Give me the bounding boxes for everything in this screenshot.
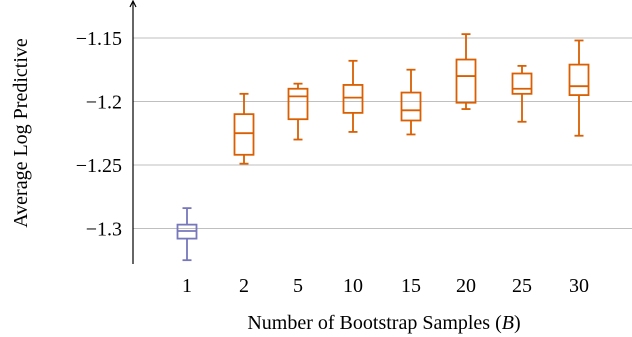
box-body <box>568 63 590 96</box>
y-tick-label: −1.2 <box>86 91 122 113</box>
box-body <box>233 113 255 156</box>
box-30 <box>568 39 590 137</box>
x-tick-label: 2 <box>239 275 249 297</box>
x-tick-label: 15 <box>401 275 421 297</box>
box-5 <box>287 82 309 141</box>
box-body <box>511 72 533 95</box>
x-tick-label: 10 <box>343 275 363 297</box>
x-axis-title: Number of Bootstrap Samples (B) <box>247 312 520 334</box>
x-axis-title-variable: B <box>502 312 514 334</box>
box-15 <box>400 68 422 136</box>
axes <box>129 0 137 264</box>
box-2 <box>233 92 255 165</box>
x-tick-label: 25 <box>512 275 532 297</box>
y-axis-arrow-icon <box>129 0 137 8</box>
box-10 <box>342 59 364 133</box>
y-tick-label: −1.3 <box>86 218 122 240</box>
x-tick-labels: 1 2 5 10 15 20 25 30 <box>182 275 589 297</box>
box-20 <box>455 33 477 110</box>
y-axis-title: Average Log Predictive <box>10 38 32 228</box>
x-axis-title-main: Number of Bootstrap Samples ( <box>247 312 502 334</box>
x-tick-label: 1 <box>182 275 192 297</box>
box-1 <box>176 207 198 262</box>
box-25 <box>511 64 533 123</box>
box-body <box>455 58 477 104</box>
x-tick-label: 20 <box>456 275 476 297</box>
boxes <box>176 33 590 262</box>
x-axis-title-end: ) <box>514 312 521 334</box>
box-body <box>400 91 422 122</box>
box-body <box>287 87 309 121</box>
x-tick-label: 30 <box>569 275 589 297</box>
y-tick-labels: −1.15 −1.2 −1.25 −1.3 <box>76 28 122 241</box>
y-tick-label: −1.25 <box>76 155 122 177</box>
grid-lines <box>133 37 632 229</box>
x-tick-label: 5 <box>293 275 303 297</box>
y-tick-label: −1.15 <box>76 28 122 50</box>
box-body <box>342 84 364 114</box>
